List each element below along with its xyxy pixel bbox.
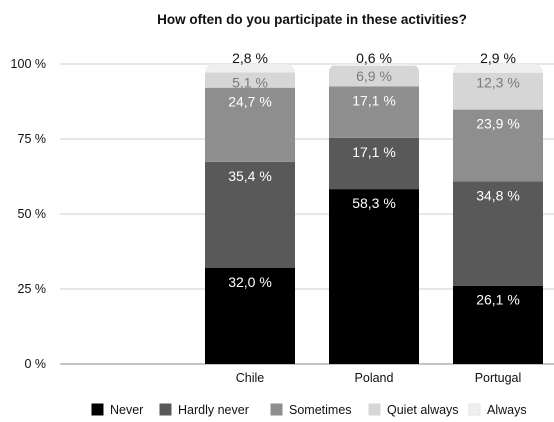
bar-stack bbox=[205, 64, 295, 364]
bar-segment bbox=[205, 268, 295, 364]
bar-segment bbox=[205, 72, 295, 88]
bar-segment bbox=[453, 109, 543, 182]
data-label: 2,8 % bbox=[232, 50, 268, 66]
data-label: 2,9 % bbox=[480, 50, 516, 66]
legend-label: Sometimes bbox=[289, 403, 352, 417]
chart-title: How often do you participate in these ac… bbox=[157, 12, 467, 27]
data-label: 0,6 % bbox=[356, 50, 392, 66]
legend-label: Hardly never bbox=[178, 403, 249, 417]
y-tick-label: 25 % bbox=[18, 282, 47, 296]
legend-swatch bbox=[468, 403, 481, 416]
y-tick-label: 100 % bbox=[11, 57, 46, 71]
legend-label: Always bbox=[487, 403, 527, 417]
data-label: 58,3 % bbox=[352, 195, 396, 211]
data-label: 32,0 % bbox=[228, 274, 272, 290]
legend-swatch bbox=[368, 403, 381, 416]
x-category-label: Poland bbox=[355, 371, 394, 385]
bar-segment bbox=[329, 189, 419, 364]
y-tick-label: 75 % bbox=[18, 132, 47, 146]
bar-segment bbox=[453, 181, 543, 286]
data-label: 24,7 % bbox=[228, 94, 272, 110]
bar-segment bbox=[453, 64, 543, 73]
data-label: 12,3 % bbox=[476, 75, 520, 91]
bar-stack bbox=[329, 64, 419, 364]
bar-segment bbox=[329, 65, 419, 87]
bar-segment bbox=[453, 285, 543, 364]
legend-swatch bbox=[159, 403, 172, 416]
legend-swatch bbox=[270, 403, 283, 416]
y-tick-label: 0 % bbox=[24, 357, 46, 371]
data-label: 35,4 % bbox=[228, 168, 272, 184]
data-label: 34,8 % bbox=[476, 187, 520, 203]
data-label: 17,1 % bbox=[352, 93, 396, 109]
data-label: 26,1 % bbox=[476, 292, 520, 308]
legend-swatch bbox=[91, 403, 104, 416]
bar-segment bbox=[205, 87, 295, 162]
x-category-label: Portugal bbox=[475, 371, 522, 385]
data-label: 23,9 % bbox=[476, 116, 520, 132]
bar-segment bbox=[329, 64, 419, 66]
legend-label: Never bbox=[110, 403, 143, 417]
bar-stack bbox=[453, 64, 543, 364]
data-label: 6,9 % bbox=[356, 68, 392, 84]
data-label: 17,1 % bbox=[352, 144, 396, 160]
data-label: 5,1 % bbox=[232, 74, 268, 90]
y-tick-label: 50 % bbox=[18, 207, 47, 221]
bar-segment bbox=[329, 137, 419, 190]
bar-segment bbox=[205, 64, 295, 73]
x-category-label: Chile bbox=[236, 371, 265, 385]
bar-segment bbox=[329, 86, 419, 138]
bar-segment bbox=[453, 72, 543, 110]
bar-segment bbox=[205, 161, 295, 268]
legend-label: Quiet always bbox=[387, 403, 459, 417]
